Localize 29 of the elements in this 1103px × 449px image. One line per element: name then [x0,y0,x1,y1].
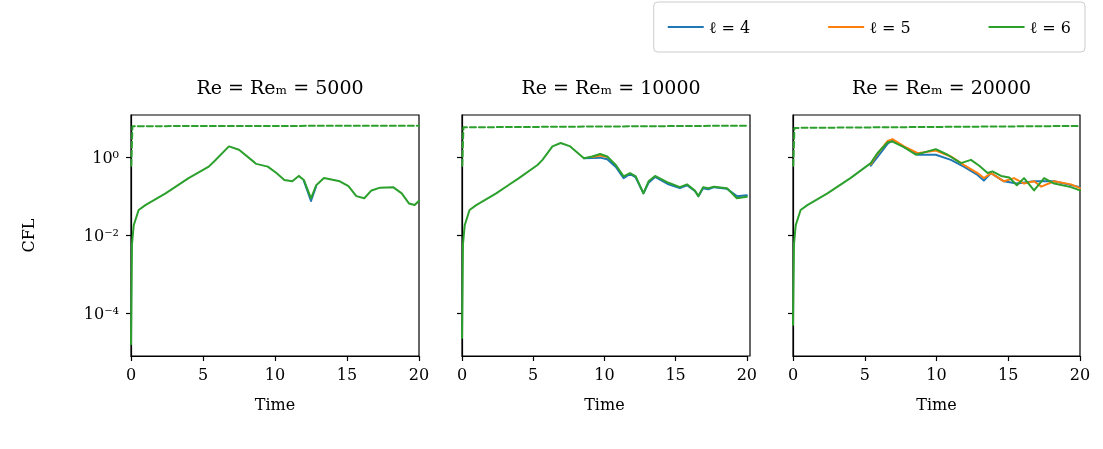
x-tick-label: 5 [528,364,539,384]
y-tick-label: 10⁰ [92,147,119,167]
x-tick-label: 20 [1069,364,1091,384]
y-tick-label: 10⁻⁴ [83,303,119,323]
x-axis-title: Time [584,394,625,414]
legend-label: ℓ = 5 [869,17,911,37]
x-tick-label: 15 [665,364,686,384]
x-tick-label: 20 [408,364,430,384]
x-tick-label: 15 [336,364,358,384]
x-tick-label: 5 [859,364,870,384]
x-tick-label: 0 [456,364,468,384]
x-axis-title: Time [254,394,296,414]
x-tick-label: 10 [594,364,615,384]
line-series [130,145,420,346]
x-tick-label: 0 [787,364,799,384]
chart-title: Re = Reₘ = 10000 [521,75,701,98]
x-tick-label: 20 [736,364,757,384]
x-axis-title: Time [916,394,957,414]
y-axis-title: CFL [18,218,38,253]
legend-label: ℓ = 6 [1029,17,1071,37]
x-tick-label: 15 [998,364,1019,384]
y-tick-label: 10⁻² [83,225,119,245]
x-tick-label: 10 [926,364,947,384]
legend-label: ℓ = 4 [708,17,751,37]
x-tick-label: 0 [125,364,137,384]
x-tick-label: 10 [264,364,286,384]
chart-title: Re = Reₘ = 5000 [196,75,364,98]
x-tick-label: 5 [197,364,209,384]
chart-title: Re = Reₘ = 20000 [851,75,1032,98]
